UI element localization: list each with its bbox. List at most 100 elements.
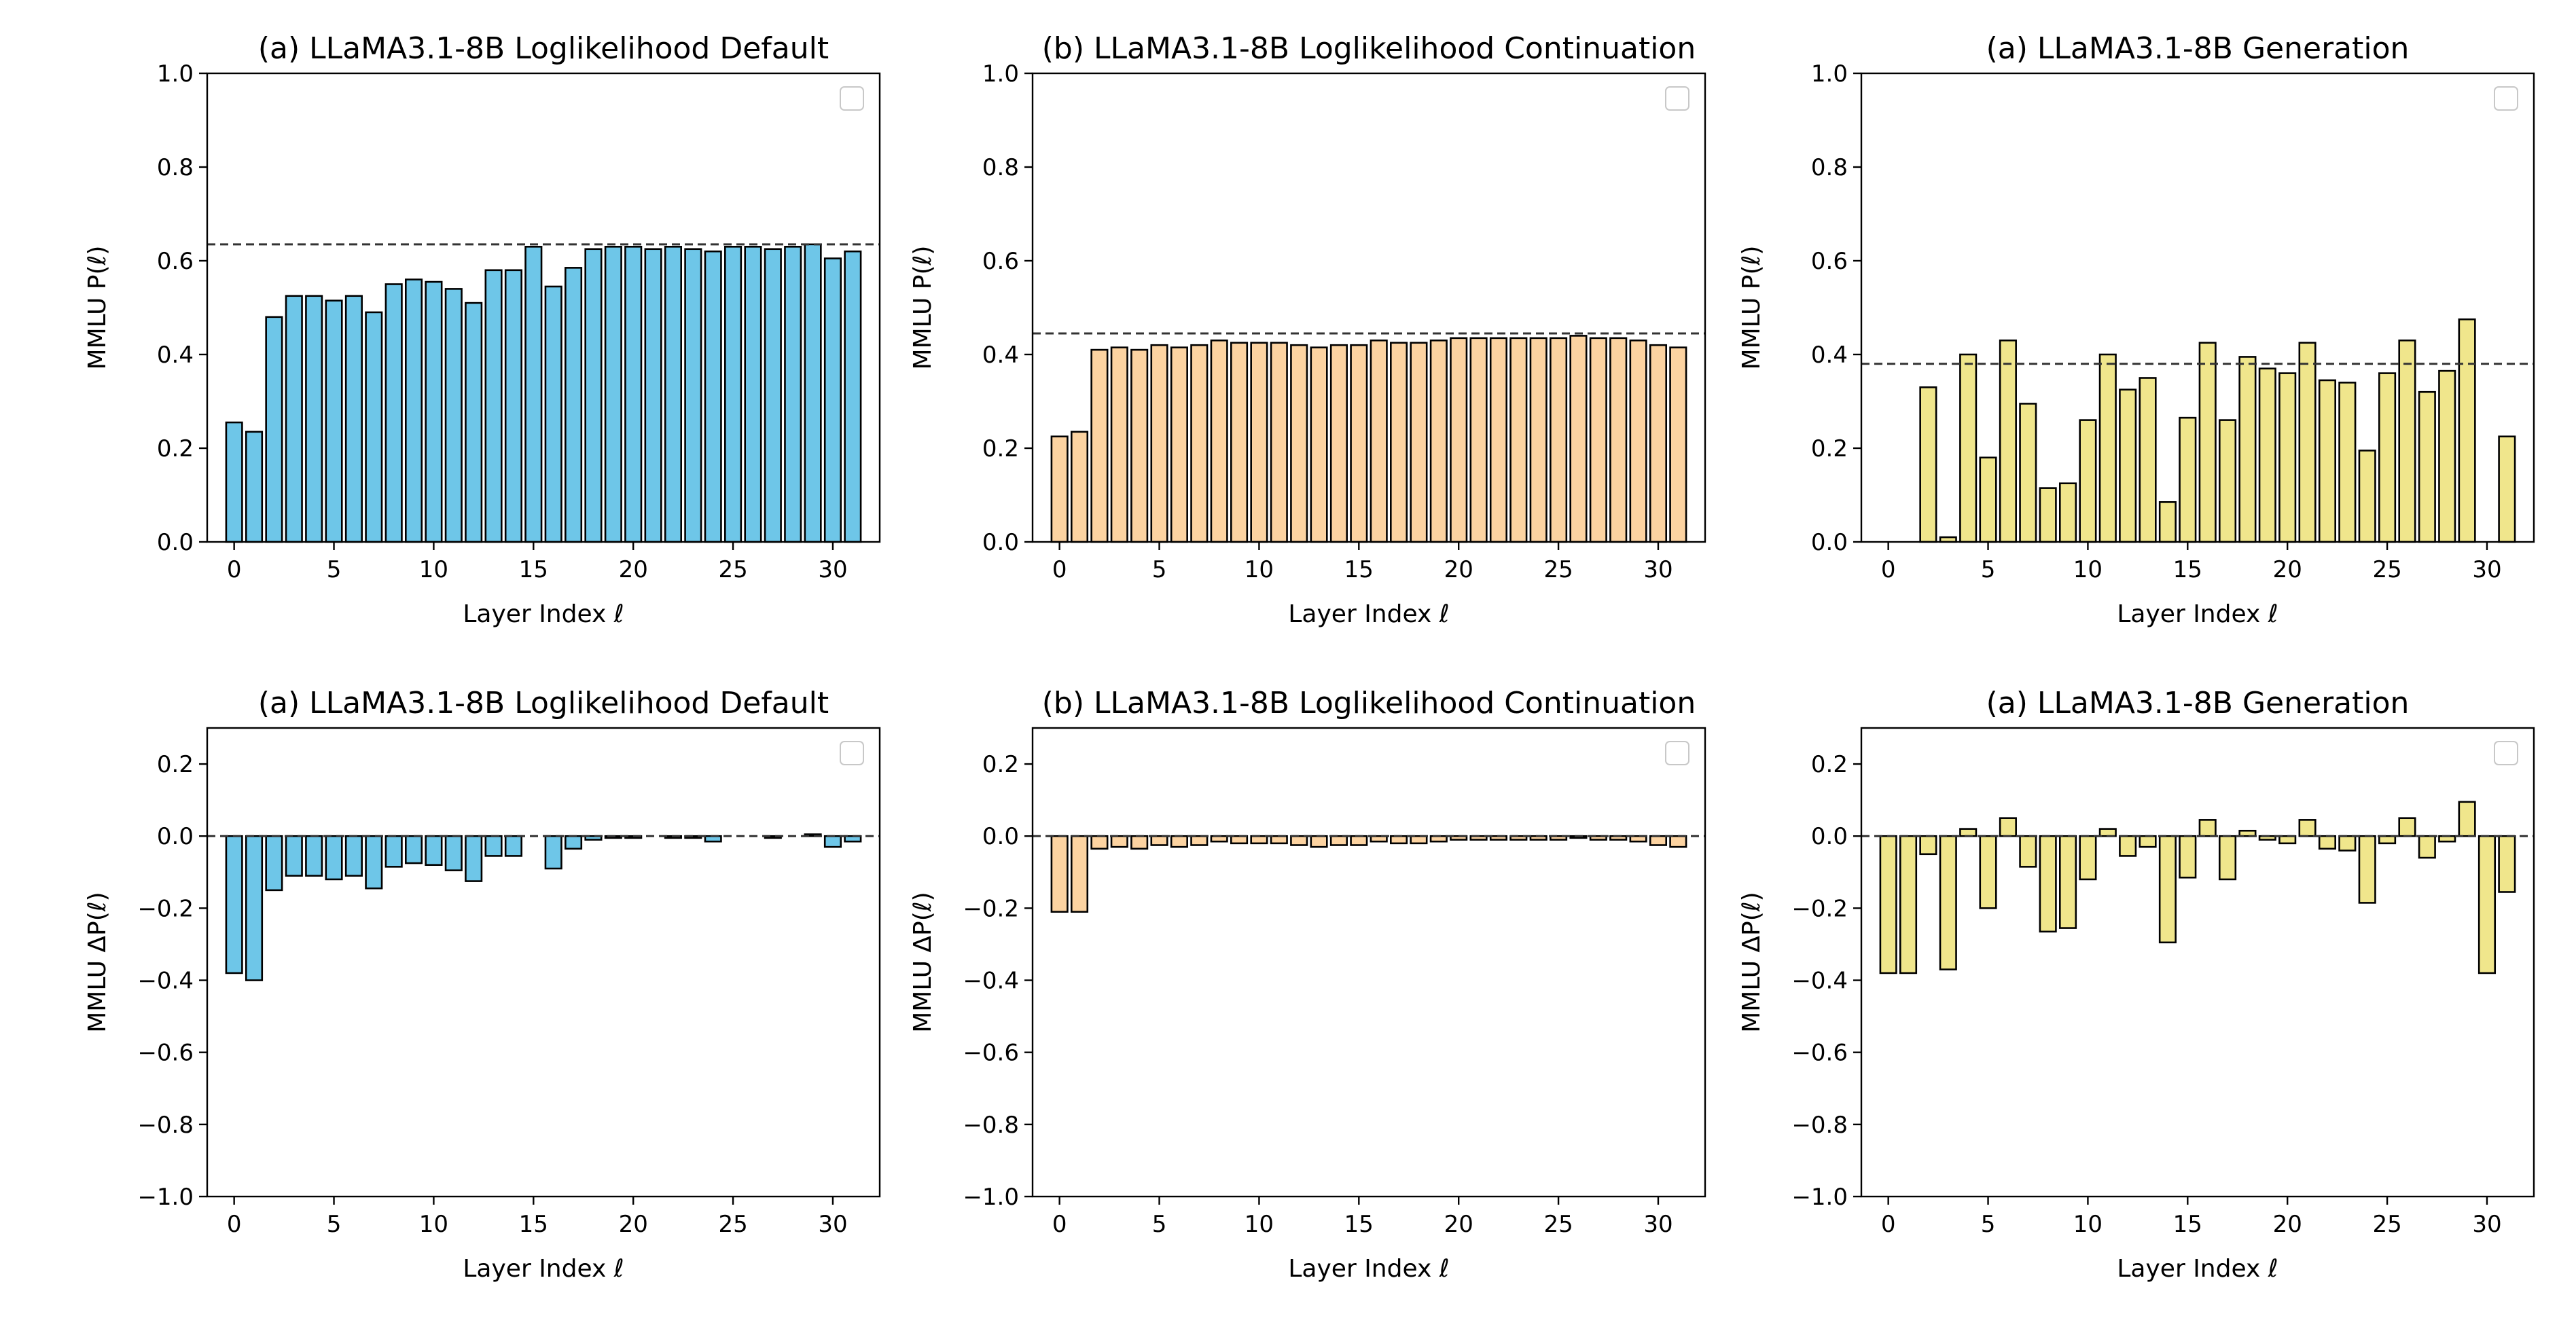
subplot-grid: 0.0 0.2 0.4 0.6 0.8 1.0 0 5 10 15 20 25 30 (a) LLaMA3… (84, 31, 2535, 1283)
bar-layer-23 (2338, 835, 2357, 852)
y-axis-label: MMLU P(ℓ) (909, 246, 937, 370)
y-axis-label: MMLU ΔP(ℓ) (1738, 892, 1766, 1032)
bar-layer-16 (2198, 819, 2217, 837)
bar-layer-10 (425, 835, 443, 866)
bar-layer-7 (365, 311, 383, 543)
bar-layer-6 (1170, 835, 1188, 848)
bar-layer-14 (1329, 344, 1348, 543)
bar-layer-20 (1450, 337, 1468, 543)
x-tick-label: 0 (1881, 556, 1896, 583)
bar-layer-29 (2458, 801, 2476, 837)
bar-layer-4 (1130, 348, 1149, 543)
x-tick-label: 25 (1543, 556, 1573, 583)
plot-frame (1860, 72, 2535, 543)
y-tick-label: −0.6 (1791, 1040, 1848, 1067)
bar-layer-5 (1979, 456, 1997, 543)
y-tick-label: 0.2 (157, 751, 194, 778)
bar-layer-7 (1190, 835, 1209, 846)
x-tick-label: 15 (2173, 1211, 2202, 1238)
bar-layer-28 (2438, 369, 2456, 543)
x-tick-label: 30 (1643, 1211, 1672, 1238)
bar-layer-1 (1070, 431, 1089, 543)
bar-layer-10 (1250, 342, 1268, 543)
x-tick-label: 20 (619, 556, 648, 583)
bar-layer-15 (524, 245, 543, 543)
x-tick-label: 5 (1152, 556, 1167, 583)
bar-series (225, 243, 862, 543)
bar-layer-23 (2338, 382, 2357, 543)
bar-layer-13 (1310, 835, 1328, 848)
x-tick-label: 20 (2273, 556, 2302, 583)
x-tick-label: 0 (227, 556, 242, 583)
bar-layer-12 (465, 835, 483, 882)
y-tick-label: 0.0 (982, 529, 1019, 556)
y-tick-label: 0.0 (982, 823, 1019, 850)
bar-layer-1 (1899, 835, 1918, 974)
bar-layer-17 (2219, 419, 2237, 543)
bar-layer-27 (2418, 835, 2436, 859)
bar-layer-3 (1110, 835, 1128, 848)
bar-layer-8 (1210, 339, 1228, 543)
bar-layer-15 (2179, 416, 2197, 543)
bar-layer-19 (2258, 367, 2276, 543)
bar-layer-22 (2318, 835, 2336, 850)
y-axis-label: MMLU ΔP(ℓ) (909, 892, 937, 1032)
bar-layer-28 (1609, 337, 1628, 543)
bar-layer-23 (1509, 835, 1528, 841)
x-tick-label: 10 (2073, 556, 2103, 583)
bar-layer-17 (1390, 342, 1408, 543)
bar-layer-1 (245, 835, 264, 981)
y-tick-label: 0.8 (982, 154, 1019, 181)
bar-layer-6 (344, 295, 363, 543)
bar-layer-27 (2418, 390, 2436, 543)
y-tick-label: −0.8 (963, 1112, 1019, 1139)
bar-layer-4 (1959, 353, 1978, 543)
y-tick-label: 0.2 (157, 435, 194, 462)
bar-layer-14 (1329, 835, 1348, 846)
bar-layer-18 (1410, 835, 1428, 845)
bar-layer-16 (1370, 339, 1388, 543)
bar-layer-23 (684, 248, 702, 543)
bar-layer-12 (465, 302, 483, 543)
bar-layer-21 (1469, 337, 1488, 543)
plot-frame (1031, 727, 1706, 1198)
x-tick-label: 20 (619, 1211, 648, 1238)
subplot-2: 0.0 0.2 0.4 0.6 0.8 1.0 0 5 10 15 20 25 30 (b) LLaMA3… (909, 31, 1706, 628)
y-tick-label: −1.0 (1791, 1184, 1848, 1211)
subplot-title: (a) LLaMA3.1-8B Generation (1986, 31, 2410, 66)
bar-layer-20 (2278, 372, 2297, 543)
bar-series (1879, 801, 2516, 974)
y-tick-label: 0.8 (157, 154, 194, 181)
x-tick-label: 10 (419, 1211, 448, 1238)
bar-layer-31 (2498, 835, 2516, 893)
x-tick-label: 10 (1245, 556, 1274, 583)
bar-layer-11 (1270, 835, 1288, 845)
y-tick-label: 1.0 (1811, 60, 1848, 88)
x-tick-label: 5 (1981, 1211, 1996, 1238)
bar-layer-21 (644, 248, 662, 543)
y-tick-label: −0.2 (137, 895, 194, 922)
x-tick-label: 0 (1052, 556, 1067, 583)
bar-layer-0 (1879, 835, 1897, 974)
bar-layer-8 (2039, 487, 2057, 543)
subplot-title: (a) LLaMA3.1-8B Loglikelihood Default (258, 31, 829, 66)
x-tick-label: 15 (2173, 556, 2202, 583)
y-axis-label: MMLU P(ℓ) (84, 246, 111, 370)
bar-layer-20 (624, 245, 643, 543)
x-tick-label: 10 (2073, 1211, 2103, 1238)
bar-layer-5 (325, 299, 343, 543)
x-tick-label: 0 (1052, 1211, 1067, 1238)
bar-layer-3 (285, 295, 303, 543)
bar-layer-4 (1130, 835, 1149, 850)
y-tick-label: 1.0 (982, 60, 1019, 88)
bar-layer-26 (744, 245, 762, 543)
bar-layer-19 (1429, 339, 1448, 543)
bar-layer-16 (1370, 835, 1388, 843)
bar-layer-14 (504, 835, 522, 857)
bar-layer-21 (2298, 342, 2316, 543)
bar-layer-25 (2378, 372, 2397, 543)
bar-layer-5 (325, 835, 343, 881)
x-tick-label: 20 (1444, 1211, 1473, 1238)
bar-layer-15 (1350, 344, 1368, 543)
